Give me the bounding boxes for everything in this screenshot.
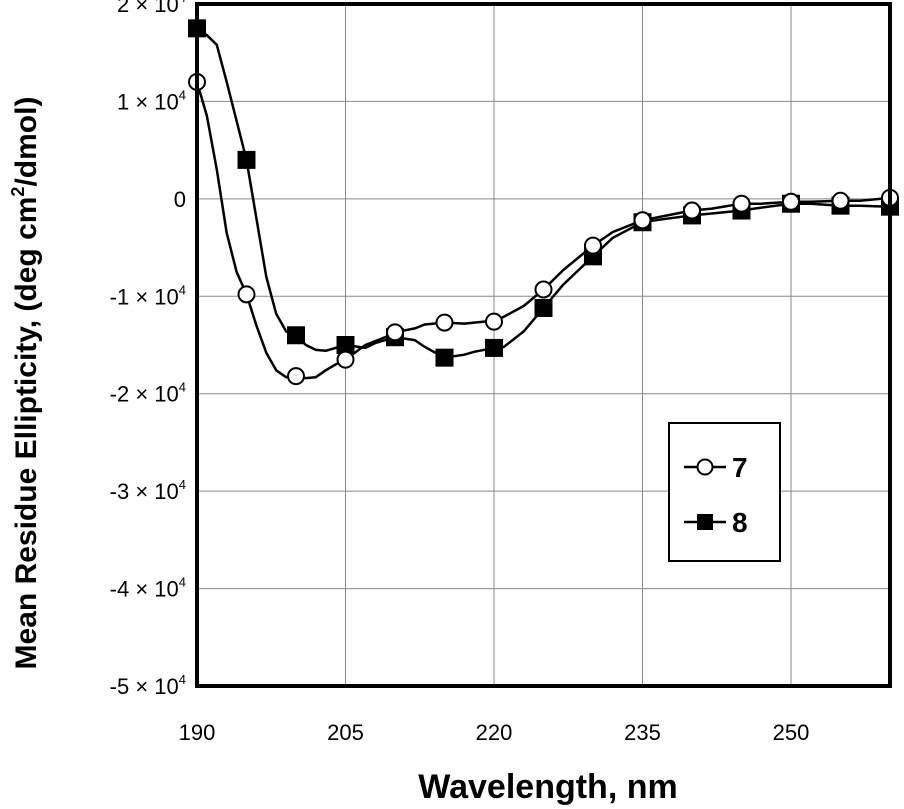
data-point-7 xyxy=(287,367,305,386)
series-markers xyxy=(188,19,899,386)
data-point-7 xyxy=(336,350,355,369)
data-point-8 xyxy=(287,326,305,345)
grid-lines xyxy=(196,3,890,687)
data-point-8 xyxy=(435,348,454,367)
data-point-7 xyxy=(584,236,602,255)
y-tick-label: -2 × 104 xyxy=(110,380,186,407)
x-tick-label: 190 xyxy=(179,720,216,745)
data-point-7 xyxy=(831,191,850,210)
y-tick-label: -3 × 104 xyxy=(110,477,186,504)
legend: 7 8 xyxy=(668,422,781,562)
y-tick-label: -1 × 104 xyxy=(110,282,186,309)
data-point-7 xyxy=(386,323,404,342)
data-point-8 xyxy=(485,338,503,357)
y-axis-title-superscript: 2 xyxy=(8,187,28,197)
y-axis-title-tail: /dmol) xyxy=(10,97,43,187)
data-point-8 xyxy=(534,298,553,317)
data-point-7 xyxy=(237,285,256,304)
data-point-7 xyxy=(485,312,503,331)
legend-box xyxy=(668,422,781,562)
legend-marker-8 xyxy=(697,514,713,530)
x-tick-labels: 190 205 220 235 250 xyxy=(179,720,810,745)
data-point-8 xyxy=(237,150,256,169)
data-point-7 xyxy=(683,201,701,220)
y-axis-title: Mean Residue Ellipticity, (deg cm2/dmol) xyxy=(8,97,43,670)
x-tick-label: 220 xyxy=(476,720,513,745)
data-point-7 xyxy=(435,313,454,332)
y-tick-label: 0 xyxy=(174,187,186,212)
legend-label-8: 8 xyxy=(732,507,748,538)
data-point-7 xyxy=(782,192,800,211)
data-point-8 xyxy=(336,336,355,354)
legend-label-7: 7 xyxy=(732,452,748,483)
y-tick-label: -5 × 104 xyxy=(110,672,186,699)
data-point-7 xyxy=(732,194,751,213)
series-line-7 xyxy=(195,81,891,380)
x-tick-label: 205 xyxy=(327,720,364,745)
y-tick-labels: 2 × 104 1 × 104 0 -1 × 104 -2 × 104 -3 × 104 -… xyxy=(110,0,186,699)
x-axis-title: Wavelength, nm xyxy=(418,768,677,806)
y-tick-label: -4 × 104 xyxy=(110,575,186,602)
legend-marker-7 xyxy=(696,458,714,476)
y-tick-label: 2 × 104 xyxy=(117,0,186,17)
y-axis-title-main: Mean Residue Ellipticity, (deg cm xyxy=(10,197,43,670)
x-tick-label: 235 xyxy=(624,720,661,745)
plot-frame xyxy=(195,2,892,688)
data-point-7 xyxy=(633,211,652,230)
y-tick-label: 1 × 104 xyxy=(117,87,186,114)
data-point-7 xyxy=(534,280,553,299)
x-tick-label: 250 xyxy=(773,720,810,745)
